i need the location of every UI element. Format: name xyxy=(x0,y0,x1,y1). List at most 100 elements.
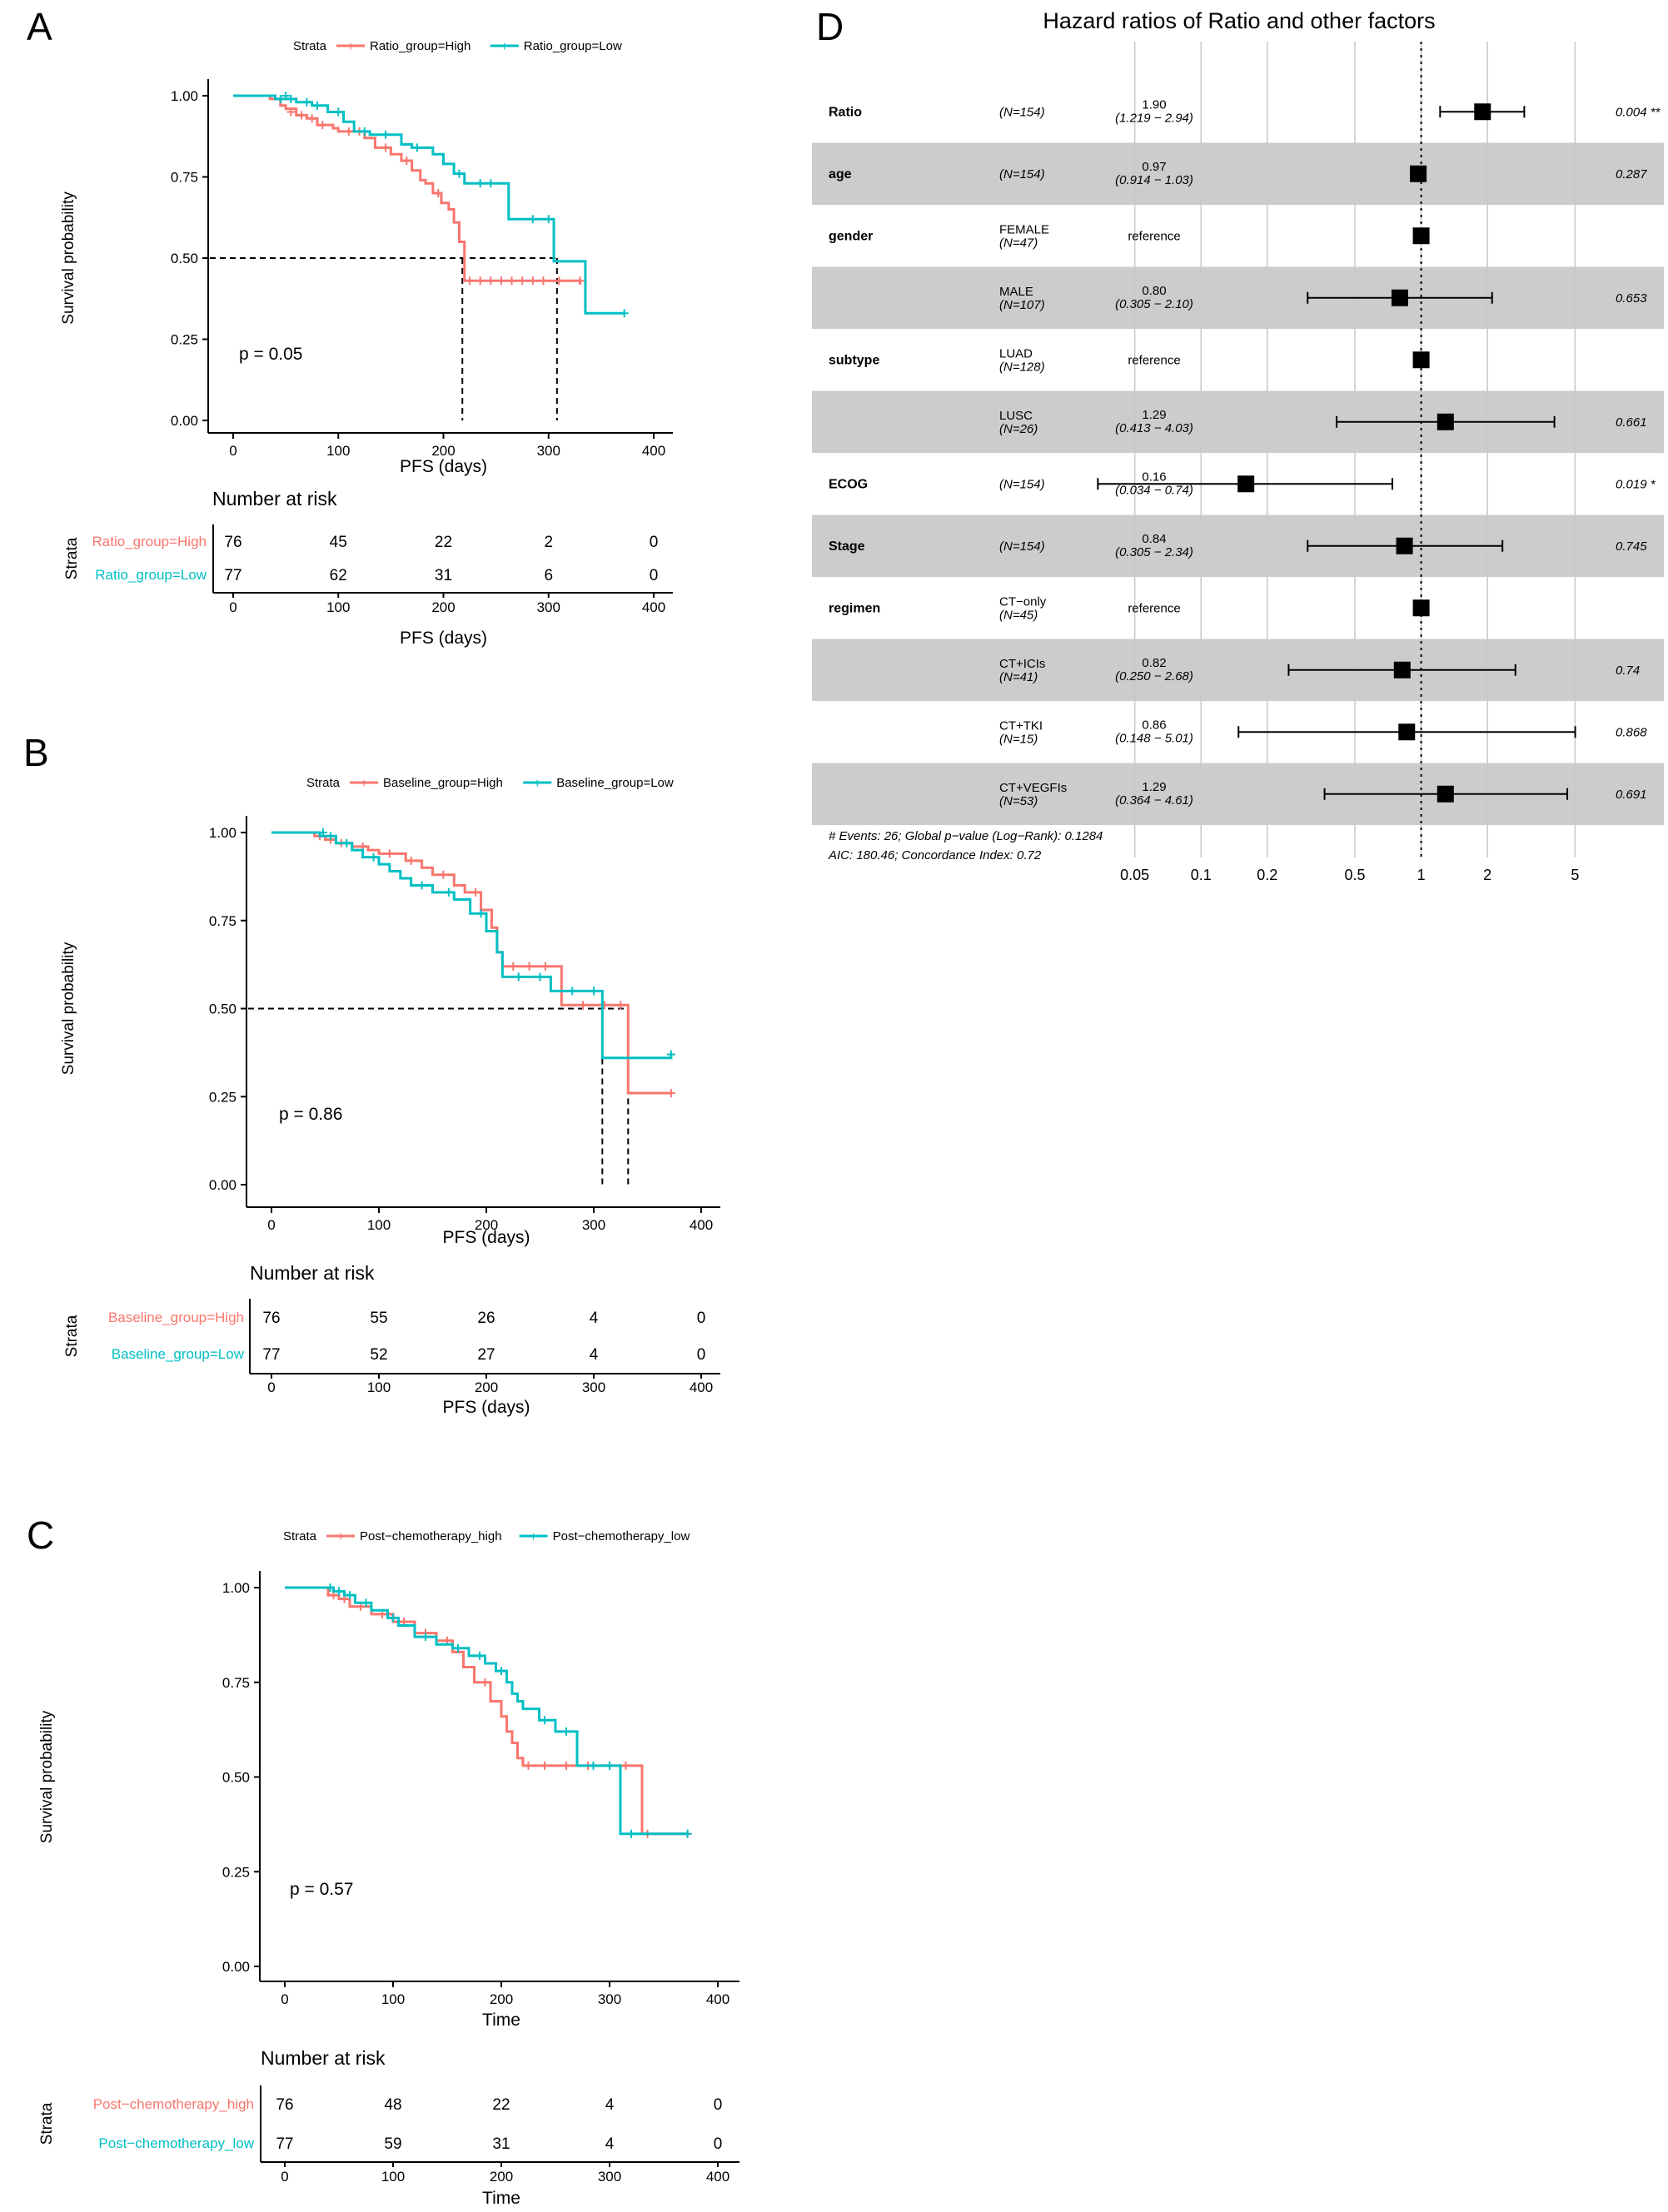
risk-x-tick-label: 0 xyxy=(267,1379,275,1395)
forest-n-label: (N=107) xyxy=(999,298,1045,312)
legend-marker-low: + xyxy=(534,777,541,791)
censor-mark xyxy=(369,852,378,862)
x-tick-label: 200 xyxy=(490,1991,513,2007)
risk-row-label-low: Baseline_group=Low xyxy=(112,1346,245,1362)
panel-letter: C xyxy=(27,1514,54,1557)
forest-point xyxy=(1396,537,1413,554)
risk-count-low: 31 xyxy=(435,567,452,584)
risk-row-label-high: Post−chemotherapy_high xyxy=(93,2096,254,2112)
censor-mark xyxy=(444,887,453,897)
risk-x-tick-label: 300 xyxy=(598,2169,621,2185)
forest-level-label: CT+TKI xyxy=(999,718,1043,733)
risk-count-high: 45 xyxy=(330,534,347,551)
censor-mark xyxy=(476,1651,484,1660)
y-tick-label: 0.00 xyxy=(222,1959,250,1975)
forest-n-label: (N=128) xyxy=(999,360,1045,374)
forest-point xyxy=(1393,661,1411,679)
censor-mark xyxy=(507,276,516,286)
risk-x-tick-label: 0 xyxy=(281,2169,288,2185)
risk-count-high: 76 xyxy=(262,1310,280,1327)
forest-point xyxy=(1474,103,1491,121)
risk-count-high: 26 xyxy=(477,1310,495,1327)
risk-count-low: 0 xyxy=(714,2135,723,2153)
forest-x-tick-label: 5 xyxy=(1571,867,1579,883)
censor-mark xyxy=(389,1613,397,1623)
censor-mark xyxy=(589,1761,598,1770)
legend-marker-high: + xyxy=(360,777,367,791)
legend-marker-high: + xyxy=(346,40,354,54)
risk-x-tick-label: 200 xyxy=(475,1379,498,1395)
y-tick-label: 0.25 xyxy=(171,332,198,348)
x-axis-title: PFS (days) xyxy=(442,1228,530,1247)
risk-x-tick-label: 300 xyxy=(537,599,560,615)
legend-title: Strata xyxy=(306,776,341,790)
forest-ci-value: (0.148 − 5.01) xyxy=(1115,731,1193,745)
forest-row-band xyxy=(812,639,1664,701)
risk-count-low: 4 xyxy=(605,2135,615,2153)
risk-count-high: 76 xyxy=(276,2096,293,2114)
censor-mark xyxy=(466,276,475,286)
risk-x-tick-label: 400 xyxy=(706,2169,729,2185)
censor-mark xyxy=(539,276,548,286)
km-curve-high xyxy=(233,94,582,285)
risk-count-low: 27 xyxy=(477,1346,495,1364)
censor-mark xyxy=(575,276,585,286)
p-value-annotation: p = 0.05 xyxy=(239,345,302,364)
censor-mark xyxy=(562,1727,570,1736)
x-tick-label: 0 xyxy=(281,1991,288,2007)
x-tick-label: 100 xyxy=(381,1991,405,2007)
forest-level-label: CT+VEGFIs xyxy=(999,781,1067,795)
risk-count-high: 55 xyxy=(370,1310,387,1327)
forest-ci-value: (0.914 − 1.03) xyxy=(1115,173,1193,187)
forest-ci-value: (0.364 − 4.61) xyxy=(1115,793,1193,808)
censor-mark xyxy=(381,130,391,139)
forest-ci-value: (0.305 − 2.10) xyxy=(1115,297,1193,311)
risk-count-low: 59 xyxy=(384,2135,401,2153)
censor-mark xyxy=(666,1089,675,1098)
forest-n-label: (N=154) xyxy=(999,477,1045,491)
x-axis-title: Time xyxy=(482,2011,520,2030)
forest-p-value: 0.004 ** xyxy=(1616,105,1661,119)
forest-point xyxy=(1412,227,1430,245)
censor-mark xyxy=(344,127,353,136)
risk-count-low: 0 xyxy=(650,567,659,584)
censor-mark xyxy=(326,1583,335,1592)
legend-label-high: Baseline_group=High xyxy=(383,776,503,790)
censor-mark xyxy=(342,838,351,848)
forest-p-value: 0.653 xyxy=(1616,291,1647,306)
risk-x-tick-label: 100 xyxy=(326,599,350,615)
forest-x-tick-label: 2 xyxy=(1483,867,1491,883)
risk-x-tick-label: 400 xyxy=(642,599,665,615)
risk-x-tick-label: 0 xyxy=(229,599,237,615)
censor-mark xyxy=(524,1761,533,1770)
forest-point xyxy=(1410,165,1427,182)
forest-n-label: (N=154) xyxy=(999,539,1045,554)
forest-level-label: LUSC xyxy=(999,409,1033,423)
censor-mark xyxy=(421,1633,430,1642)
forest-variable-label: regimen xyxy=(829,601,880,615)
censor-mark xyxy=(555,276,564,286)
forest-ci-value: (0.305 − 2.34) xyxy=(1115,545,1193,559)
km-curve-high xyxy=(285,1586,688,1836)
forest-point xyxy=(1412,599,1430,617)
risk-count-high: 4 xyxy=(590,1310,599,1327)
km-curve-low xyxy=(233,94,625,315)
risk-count-low: 77 xyxy=(224,567,241,584)
forest-n-label: (N=47) xyxy=(999,236,1038,250)
x-tick-label: 300 xyxy=(537,443,560,459)
censor-mark xyxy=(540,1716,549,1725)
panel-letter: B xyxy=(23,731,49,774)
forest-variable-label: age xyxy=(829,167,852,181)
legend-label-low: Baseline_group=Low xyxy=(556,776,674,790)
legend-label-high: Ratio_group=High xyxy=(370,39,471,53)
legend-title: Strata xyxy=(293,39,327,53)
legend-marker-low: + xyxy=(500,40,508,54)
censor-mark xyxy=(496,276,505,286)
risk-count-high: 22 xyxy=(492,2096,510,2114)
censor-mark xyxy=(540,962,550,971)
risk-count-low: 6 xyxy=(544,567,553,584)
risk-table-title: Number at risk xyxy=(261,2047,386,2069)
censor-mark xyxy=(627,1829,635,1838)
risk-row-label-high: Baseline_group=High xyxy=(108,1310,244,1325)
